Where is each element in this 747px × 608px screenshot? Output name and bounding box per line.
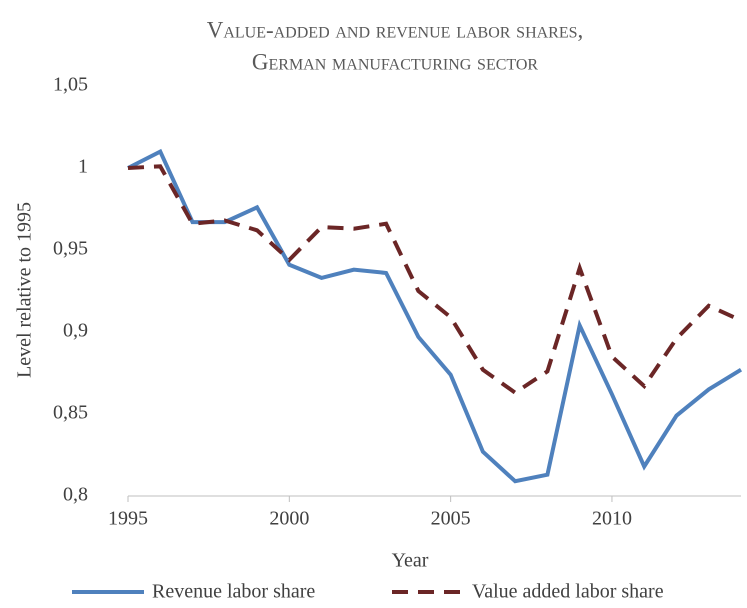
x-tick-label: 2000 [269,508,309,530]
x-axis-label: Year [392,550,429,572]
y-tick-label: 0,85 [53,402,88,424]
y-axis-label: Level relative to 1995 [14,202,36,378]
y-tick-label: 1 [78,156,88,178]
y-tick-label: 0,9 [63,320,88,342]
x-tick-label: 1995 [108,508,148,530]
chart-title: Value-added and revenue labor shares, [207,17,584,42]
chart-title: German manufacturing sector [252,49,539,74]
x-tick-label: 2010 [592,508,632,530]
legend-label: Value added labor share [472,581,664,603]
series-line [127,148,743,484]
y-tick-label: 1,05 [53,74,88,96]
y-tick-label: 0,95 [53,238,88,260]
legend-label: Revenue labor share [152,581,315,603]
x-tick-label: 2005 [431,508,471,530]
series-line [127,164,742,396]
y-tick-label: 0,8 [63,484,88,506]
